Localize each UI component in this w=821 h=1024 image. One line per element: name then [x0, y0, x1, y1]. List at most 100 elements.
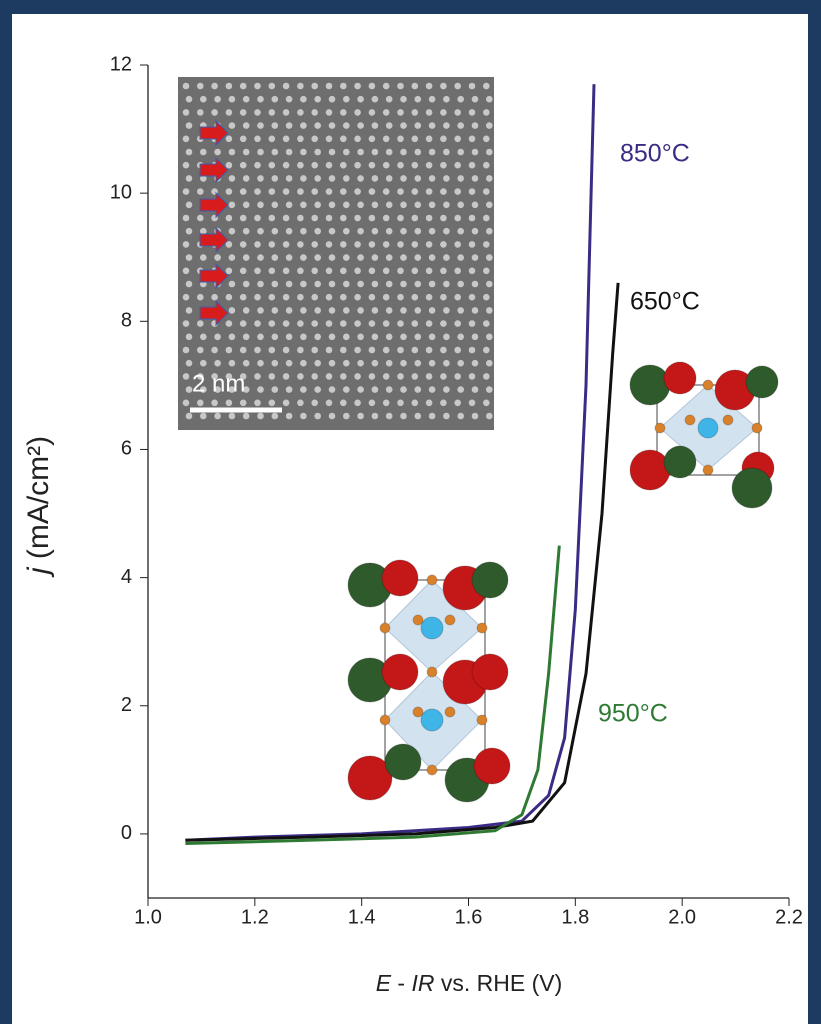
atom-dot: [457, 360, 464, 367]
atom-dot: [440, 320, 447, 327]
atom-dot: [229, 202, 236, 209]
atom: [427, 667, 437, 677]
atom-dot: [229, 122, 236, 129]
atom-dot: [429, 175, 436, 182]
y-tick-label: 6: [121, 438, 132, 460]
atom-dot: [240, 188, 247, 195]
atom-dot: [357, 175, 364, 182]
atom-dot: [257, 202, 264, 209]
atom-dot: [412, 400, 419, 407]
atom-dot: [412, 188, 419, 195]
atom-dot: [426, 347, 433, 354]
atom-dot: [286, 413, 293, 420]
atom-dot: [415, 307, 422, 314]
atom-dot: [357, 228, 364, 235]
atom-dot: [326, 109, 333, 116]
atom-dot: [314, 228, 321, 235]
atom-dot: [283, 400, 290, 407]
atom-dot: [372, 149, 379, 156]
atom-dot: [226, 83, 233, 90]
atom-dot: [426, 109, 433, 116]
atom-dot: [386, 228, 393, 235]
atom-dot: [297, 347, 304, 354]
atom-dot: [326, 373, 333, 380]
atom-dot: [257, 122, 264, 129]
atom-dot: [386, 281, 393, 288]
atom-dot: [372, 96, 379, 103]
chart: 2 nm 0246810121.01.21.41.61.82.02.2850°C…: [0, 0, 821, 1024]
atom-dot: [354, 188, 361, 195]
atom-dot: [297, 400, 304, 407]
atom-dot: [340, 268, 347, 275]
atom-dot: [386, 307, 393, 314]
atom-dot: [272, 149, 279, 156]
atom-dot: [297, 109, 304, 116]
atom-dot: [272, 386, 279, 393]
atom: [732, 468, 772, 508]
atom-dot: [297, 320, 304, 327]
atom-dot: [314, 386, 321, 393]
atom-dot: [412, 241, 419, 248]
atom-dot: [415, 202, 422, 209]
atom-dot: [314, 175, 321, 182]
atom-dot: [369, 400, 376, 407]
atom-dot: [412, 294, 419, 301]
atom-dot: [257, 360, 264, 367]
atom-dot: [372, 307, 379, 314]
atom-dot: [283, 320, 290, 327]
atom-dot: [300, 413, 307, 420]
atom-dot: [300, 386, 307, 393]
atom-dot: [186, 307, 193, 314]
atom-dot: [426, 136, 433, 143]
atom-dot: [214, 254, 221, 261]
atom-dot: [343, 149, 350, 156]
atom-dot: [400, 360, 407, 367]
y-tick-label: 10: [110, 181, 132, 203]
atom-dot: [314, 122, 321, 129]
atom-dot: [329, 413, 336, 420]
atom-dot: [429, 360, 436, 367]
atom-dot: [257, 228, 264, 235]
atom-dot: [415, 386, 422, 393]
atom-dot: [329, 307, 336, 314]
atom-dot: [486, 360, 493, 367]
atom-dot: [357, 307, 364, 314]
atom-dot: [412, 373, 419, 380]
atom-dot: [443, 228, 450, 235]
atom-dot: [354, 268, 361, 275]
atom-dot: [269, 320, 276, 327]
atom-dot: [272, 228, 279, 235]
atom-dot: [269, 188, 276, 195]
atom-dot: [383, 83, 390, 90]
atom-dot: [443, 413, 450, 420]
atom-dot: [272, 122, 279, 129]
atom-dot: [483, 320, 490, 327]
atom-dot: [354, 215, 361, 222]
atom-dot: [226, 109, 233, 116]
atom-dot: [440, 109, 447, 116]
atom-dot: [269, 162, 276, 169]
atom-dot: [200, 254, 207, 261]
atom-dot: [257, 149, 264, 156]
atom-dot: [412, 109, 419, 116]
atom-dot: [286, 334, 293, 341]
atom-dot: [486, 386, 493, 393]
series-label: 950°C: [598, 700, 668, 728]
atom-dot: [269, 268, 276, 275]
atom-dot: [283, 373, 290, 380]
atom-dot: [311, 83, 318, 90]
atom-dot: [354, 162, 361, 169]
atom-dot: [329, 202, 336, 209]
atom-dot: [372, 228, 379, 235]
atom-dot: [297, 241, 304, 248]
atom-dot: [300, 202, 307, 209]
atom-dot: [386, 386, 393, 393]
atom-dot: [383, 215, 390, 222]
atom-dot: [369, 294, 376, 301]
atom-dot: [314, 360, 321, 367]
atom-dot: [443, 386, 450, 393]
x-tick-label: 2.2: [775, 906, 803, 928]
atom-dot: [343, 254, 350, 261]
atom-dot: [272, 96, 279, 103]
atom: [703, 465, 713, 475]
